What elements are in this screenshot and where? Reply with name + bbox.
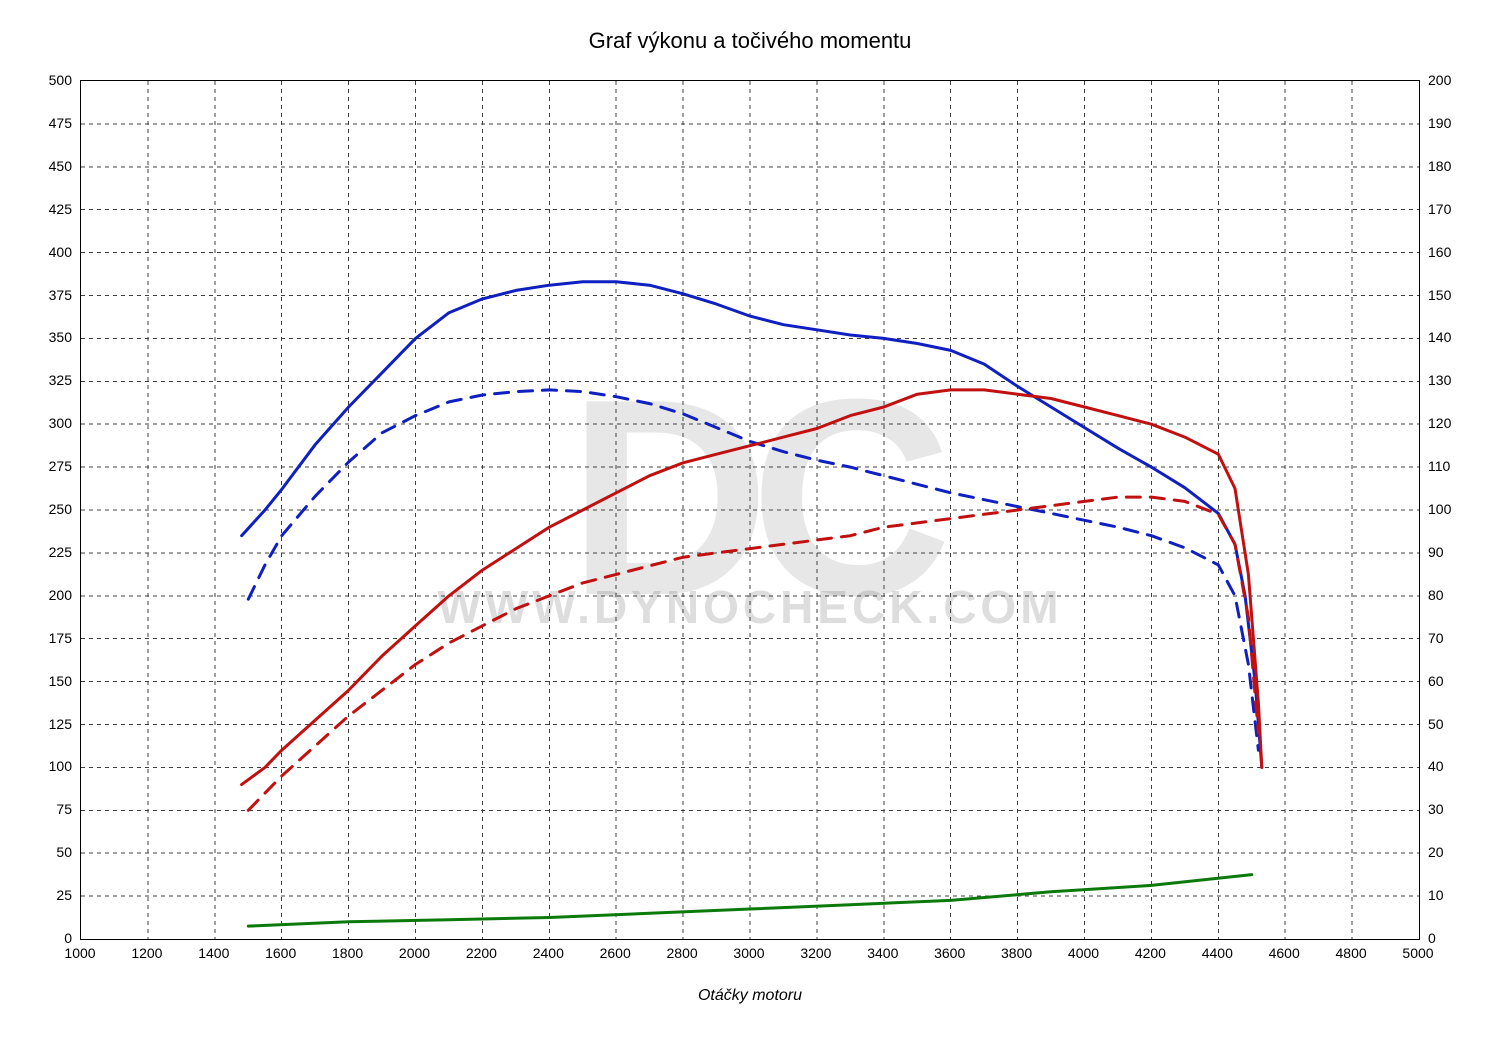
x-tick: 2800 bbox=[667, 945, 698, 961]
series-power-tuned bbox=[242, 390, 1262, 785]
y1-tick: 25 bbox=[12, 887, 72, 903]
y2-tick: 150 bbox=[1428, 287, 1488, 303]
y2-tick: 0 bbox=[1428, 930, 1488, 946]
x-tick: 4200 bbox=[1135, 945, 1166, 961]
dyno-chart: Graf výkonu a točivého momentu DC WWW.DY… bbox=[0, 0, 1500, 1040]
y2-tick: 180 bbox=[1428, 158, 1488, 174]
y2-tick: 80 bbox=[1428, 587, 1488, 603]
plot-area: DC WWW.DYNOCHECK.COM bbox=[80, 80, 1420, 940]
y1-tick: 300 bbox=[12, 415, 72, 431]
y2-tick: 200 bbox=[1428, 72, 1488, 88]
x-tick: 4000 bbox=[1068, 945, 1099, 961]
y2-tick: 110 bbox=[1428, 458, 1488, 474]
x-tick: 3800 bbox=[1001, 945, 1032, 961]
y2-tick: 120 bbox=[1428, 415, 1488, 431]
y1-tick: 50 bbox=[12, 844, 72, 860]
y1-tick: 225 bbox=[12, 544, 72, 560]
x-tick: 1600 bbox=[265, 945, 296, 961]
y2-tick: 170 bbox=[1428, 201, 1488, 217]
x-axis-label: Otáčky motoru bbox=[0, 987, 1500, 1005]
y2-tick: 40 bbox=[1428, 758, 1488, 774]
y2-tick: 130 bbox=[1428, 372, 1488, 388]
x-tick: 2600 bbox=[600, 945, 631, 961]
x-tick: 1200 bbox=[131, 945, 162, 961]
y2-tick: 60 bbox=[1428, 673, 1488, 689]
x-tick: 4400 bbox=[1202, 945, 1233, 961]
x-tick: 1000 bbox=[64, 945, 95, 961]
y1-tick: 0 bbox=[12, 930, 72, 946]
chart-title: Graf výkonu a točivého momentu bbox=[0, 28, 1500, 54]
y1-tick: 325 bbox=[12, 372, 72, 388]
y2-tick: 30 bbox=[1428, 801, 1488, 817]
y2-tick: 90 bbox=[1428, 544, 1488, 560]
x-tick: 1800 bbox=[332, 945, 363, 961]
x-tick: 4600 bbox=[1269, 945, 1300, 961]
x-tick: 2400 bbox=[533, 945, 564, 961]
x-tick: 3400 bbox=[867, 945, 898, 961]
y1-tick: 175 bbox=[12, 630, 72, 646]
series-svg bbox=[81, 81, 1419, 939]
x-tick: 2000 bbox=[399, 945, 430, 961]
y1-tick: 125 bbox=[12, 716, 72, 732]
y2-tick: 140 bbox=[1428, 329, 1488, 345]
y2-tick: 100 bbox=[1428, 501, 1488, 517]
y1-tick: 100 bbox=[12, 758, 72, 774]
x-tick: 4800 bbox=[1336, 945, 1367, 961]
y2-tick: 160 bbox=[1428, 244, 1488, 260]
y1-tick: 375 bbox=[12, 287, 72, 303]
series-loss-power bbox=[248, 875, 1252, 927]
y1-tick: 150 bbox=[12, 673, 72, 689]
x-tick: 2200 bbox=[466, 945, 497, 961]
series-power-stock bbox=[248, 497, 1258, 810]
x-tick: 3200 bbox=[800, 945, 831, 961]
y1-tick: 350 bbox=[12, 329, 72, 345]
y1-tick: 475 bbox=[12, 115, 72, 131]
y2-tick: 70 bbox=[1428, 630, 1488, 646]
y2-tick: 190 bbox=[1428, 115, 1488, 131]
x-tick: 3000 bbox=[733, 945, 764, 961]
y1-tick: 200 bbox=[12, 587, 72, 603]
y2-tick: 20 bbox=[1428, 844, 1488, 860]
y1-tick: 75 bbox=[12, 801, 72, 817]
y2-tick: 50 bbox=[1428, 716, 1488, 732]
x-tick: 1400 bbox=[198, 945, 229, 961]
y1-tick: 250 bbox=[12, 501, 72, 517]
x-tick: 5000 bbox=[1402, 945, 1433, 961]
y1-tick: 500 bbox=[12, 72, 72, 88]
y1-tick: 425 bbox=[12, 201, 72, 217]
y2-tick: 10 bbox=[1428, 887, 1488, 903]
y1-tick: 400 bbox=[12, 244, 72, 260]
y1-tick: 450 bbox=[12, 158, 72, 174]
x-tick: 3600 bbox=[934, 945, 965, 961]
y1-tick: 275 bbox=[12, 458, 72, 474]
